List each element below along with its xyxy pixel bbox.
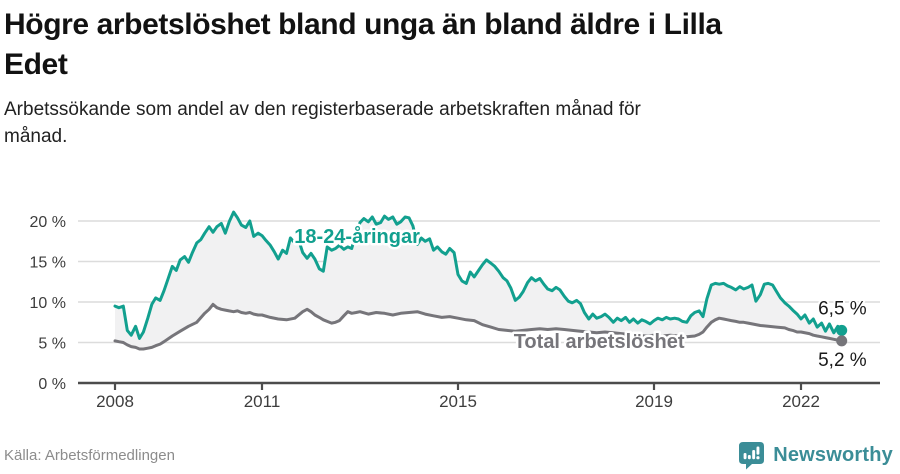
x-tick-label: 2011 [244, 392, 281, 411]
y-tick-label: 10 % [30, 295, 66, 312]
series-label-young: 18-24-åringar [294, 225, 420, 248]
y-tick-label: 15 % [30, 255, 66, 272]
end-dot-total [836, 335, 848, 347]
x-tick-label: 2015 [439, 392, 477, 411]
newsworthy-logo-text: Newsworthy [773, 444, 893, 466]
y-tick-label: 5 % [38, 336, 66, 353]
x-tick-label: 2008 [96, 392, 134, 411]
line-total [113, 302, 844, 351]
y-tick-label: 0 % [38, 376, 66, 393]
y-tick-label: 20 % [30, 214, 66, 231]
end-value-label-young: 6,5 % [818, 298, 867, 319]
x-tick-label: 2022 [782, 392, 820, 411]
end-dot-young [836, 324, 848, 336]
chart-subtitle: Arbetssökande som andel av den registerb… [4, 99, 641, 147]
newsworthy-logo: Newsworthy [738, 441, 893, 470]
line-young [113, 210, 844, 340]
end-value-label-total: 5,2 % [818, 350, 867, 371]
source-attribution: Källa: Arbetsförmedlingen [4, 447, 175, 464]
series-label-total: Total arbetslöshet [514, 331, 685, 353]
newsworthy-logo-icon [739, 442, 765, 470]
x-tick-label: 2019 [635, 392, 673, 411]
page-title: Högre arbetslöshet bland unga än bland ä… [4, 8, 722, 81]
